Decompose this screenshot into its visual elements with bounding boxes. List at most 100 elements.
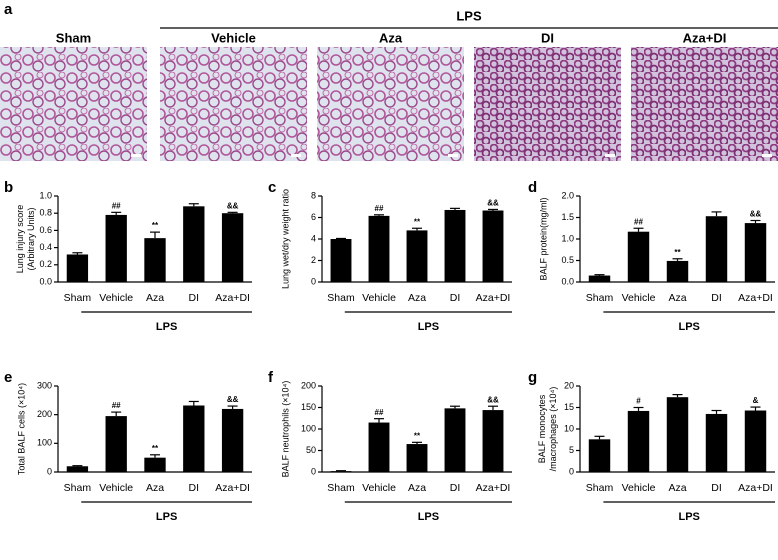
y-tick-label: 200 bbox=[301, 380, 316, 390]
bar bbox=[406, 230, 428, 282]
panel-label: g bbox=[528, 369, 537, 386]
y-tick-label: 20 bbox=[564, 380, 574, 390]
y-axis-label: BALF monocytes bbox=[537, 394, 547, 463]
x-tick-label: Aza+DI bbox=[738, 292, 773, 304]
significance: ** bbox=[414, 431, 421, 440]
significance: && bbox=[487, 395, 499, 404]
bar bbox=[368, 422, 390, 472]
x-tick-label: Sham bbox=[586, 482, 614, 494]
scale-bar bbox=[131, 154, 141, 157]
y-tick-label: 0 bbox=[311, 466, 316, 476]
group-label: LPS bbox=[418, 511, 439, 523]
bar bbox=[368, 215, 390, 282]
group-label: LPS bbox=[678, 321, 699, 333]
image-title: Vehicle bbox=[211, 30, 256, 45]
y-tick-label: 0 bbox=[47, 466, 52, 476]
scale-bar bbox=[605, 154, 615, 157]
significance: ** bbox=[152, 444, 159, 453]
x-tick-label: DI bbox=[450, 482, 461, 494]
x-tick-label: Aza bbox=[408, 482, 426, 494]
significance: ## bbox=[375, 408, 384, 417]
bar bbox=[705, 216, 728, 282]
group-label: LPS bbox=[456, 8, 482, 23]
y-tick-label: 200 bbox=[37, 409, 52, 419]
group-label: LPS bbox=[156, 321, 177, 333]
x-tick-label: Aza+DI bbox=[476, 482, 511, 494]
bar bbox=[183, 405, 205, 472]
y-axis-label: Total BALF cells (×10⁴) bbox=[16, 383, 26, 475]
x-tick-label: DI bbox=[450, 292, 461, 304]
scale-bar bbox=[448, 154, 458, 157]
panel-label: c bbox=[268, 179, 276, 196]
y-tick-label: 50 bbox=[306, 445, 316, 455]
y-axis-label: BALF protein(mg/ml) bbox=[538, 197, 548, 280]
bar bbox=[444, 209, 466, 282]
bar bbox=[666, 260, 689, 282]
group-label: LPS bbox=[418, 321, 439, 333]
y-tick-label: 0.5 bbox=[561, 255, 574, 265]
x-tick-label: Aza bbox=[146, 292, 164, 304]
significance: && bbox=[487, 199, 499, 208]
y-tick-label: 1.5 bbox=[561, 212, 574, 222]
bar bbox=[627, 231, 650, 282]
significance: ** bbox=[674, 248, 681, 257]
bar bbox=[705, 413, 728, 472]
y-tick-label: 0.6 bbox=[39, 225, 52, 235]
x-tick-label: DI bbox=[189, 292, 200, 304]
x-tick-label: Sham bbox=[64, 482, 92, 494]
y-tick-label: 1.0 bbox=[39, 190, 52, 200]
y-axis-label: BALF neutrophils (×10⁴) bbox=[280, 381, 290, 478]
y-axis-label: Lung injury score bbox=[15, 205, 25, 274]
x-tick-label: DI bbox=[711, 292, 722, 304]
y-tick-label: 0 bbox=[311, 276, 316, 286]
bar bbox=[588, 275, 611, 282]
significance: && bbox=[227, 395, 239, 404]
significance: && bbox=[750, 210, 762, 219]
y-axis-label: (Arbitrary Units) bbox=[26, 207, 36, 270]
bar bbox=[444, 408, 466, 472]
micrograph bbox=[160, 47, 307, 161]
bar bbox=[482, 410, 504, 472]
y-tick-label: 100 bbox=[37, 438, 52, 448]
x-tick-label: Aza bbox=[668, 292, 686, 304]
bar bbox=[627, 410, 650, 472]
x-tick-label: Aza+DI bbox=[215, 482, 250, 494]
x-tick-label: Aza+DI bbox=[738, 482, 773, 494]
y-tick-label: 4 bbox=[311, 233, 316, 243]
bar bbox=[66, 466, 89, 472]
image-title: Aza bbox=[379, 30, 403, 45]
significance: ## bbox=[112, 401, 121, 410]
bar bbox=[666, 397, 689, 472]
significance: && bbox=[227, 201, 239, 210]
y-tick-label: 150 bbox=[301, 402, 316, 412]
x-tick-label: Aza bbox=[668, 482, 686, 494]
x-tick-label: Vehicle bbox=[622, 482, 656, 494]
micrograph bbox=[317, 47, 464, 161]
significance: ## bbox=[634, 217, 643, 226]
x-tick-label: Vehicle bbox=[622, 292, 656, 304]
y-tick-label: 100 bbox=[301, 423, 316, 433]
bar bbox=[330, 471, 352, 472]
group-label: LPS bbox=[678, 511, 699, 523]
y-tick-label: 0.0 bbox=[561, 276, 574, 286]
y-tick-label: 0 bbox=[569, 466, 574, 476]
micrograph bbox=[474, 47, 621, 161]
x-tick-label: Sham bbox=[327, 292, 355, 304]
x-tick-label: Vehicle bbox=[362, 292, 396, 304]
bar bbox=[482, 210, 504, 282]
image-title: DI bbox=[541, 30, 554, 45]
x-tick-label: Sham bbox=[327, 482, 355, 494]
bar bbox=[221, 408, 244, 472]
y-axis-label: /macrophages (×10⁴) bbox=[548, 387, 558, 472]
bar bbox=[105, 214, 127, 282]
x-tick-label: DI bbox=[189, 482, 200, 494]
panel-label: e bbox=[4, 369, 12, 386]
scale-bar bbox=[291, 154, 301, 157]
y-tick-label: 1.0 bbox=[561, 233, 574, 243]
x-tick-label: Aza+DI bbox=[215, 292, 250, 304]
bar bbox=[744, 223, 767, 282]
x-tick-label: DI bbox=[711, 482, 722, 494]
micrograph bbox=[631, 47, 778, 161]
y-tick-label: 0.2 bbox=[39, 259, 52, 269]
